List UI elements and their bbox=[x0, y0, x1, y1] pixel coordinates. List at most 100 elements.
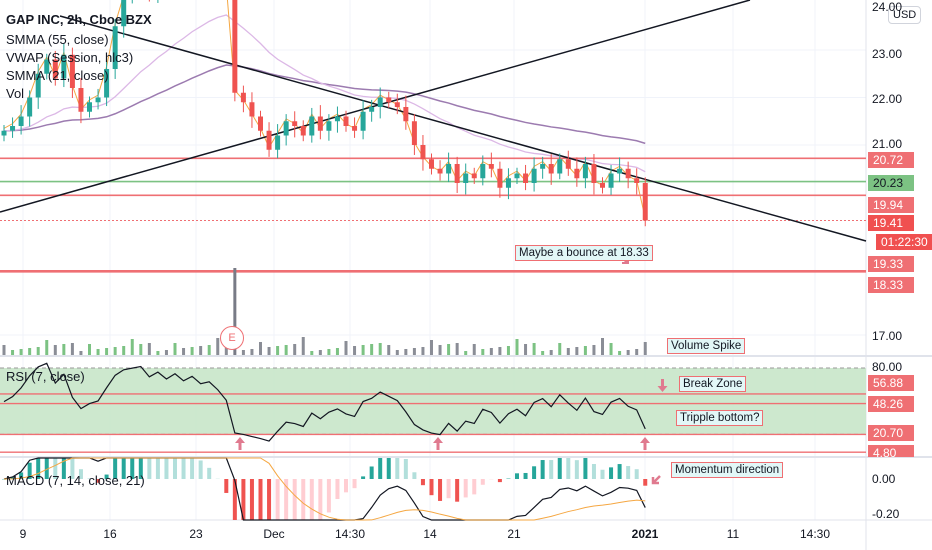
macd-histogram-bar bbox=[147, 458, 152, 479]
macd-histogram-bar bbox=[352, 479, 357, 489]
macd-histogram-bar bbox=[326, 479, 331, 513]
macd-histogram-bar bbox=[446, 479, 451, 499]
macd-histogram-bar bbox=[549, 460, 554, 479]
macd-line bbox=[3, 457, 646, 521]
candle-body bbox=[52, 59, 58, 79]
macd-histogram-bar bbox=[241, 479, 246, 520]
rsi-tag: 56.88 bbox=[868, 375, 914, 391]
volume-bar bbox=[626, 350, 630, 355]
macd-histogram-bar bbox=[232, 479, 237, 520]
legend-rsi[interactable]: RSI (7, close) bbox=[6, 369, 85, 384]
note-break-zone[interactable]: Break Zone bbox=[679, 376, 747, 392]
arrow-down-icon bbox=[657, 379, 668, 392]
symbol-legend[interactable]: GAP INC, 2h, Cboe BZX bbox=[6, 12, 152, 27]
candle-body bbox=[377, 97, 383, 107]
volume-bar bbox=[592, 345, 596, 355]
candle-body bbox=[634, 178, 640, 183]
macd-histogram-bar bbox=[386, 458, 391, 479]
note-bounce[interactable]: Maybe a bounce at 18.33 bbox=[515, 245, 653, 261]
volume-bar bbox=[583, 346, 587, 355]
volume-bar bbox=[643, 342, 647, 355]
price-tag-19-94: 19.94 bbox=[868, 197, 914, 213]
candle-body bbox=[488, 164, 494, 169]
candle-body bbox=[334, 116, 340, 122]
macd-histogram-bar bbox=[113, 458, 118, 479]
macd-histogram-bar bbox=[164, 458, 169, 479]
macd-histogram-bar bbox=[626, 466, 631, 479]
volume-bar bbox=[412, 348, 416, 355]
macd-histogram-bar bbox=[27, 462, 32, 479]
legend-smma55[interactable]: SMMA (55, close) bbox=[6, 32, 109, 47]
volume-bar bbox=[310, 351, 314, 355]
candle-body bbox=[249, 102, 255, 117]
candle-body bbox=[369, 107, 375, 112]
macd-histogram-bar bbox=[138, 458, 143, 479]
volume-bar bbox=[609, 343, 613, 355]
volume-bar bbox=[549, 350, 553, 355]
earnings-badge[interactable]: E bbox=[220, 326, 244, 350]
volume-bar bbox=[207, 345, 211, 355]
countdown-tag: 01:22:30 bbox=[876, 234, 932, 250]
price-tick: 17.00 bbox=[872, 329, 903, 343]
macd-histogram-bar bbox=[412, 472, 417, 479]
currency-button[interactable]: USD bbox=[888, 6, 922, 24]
rsi-tick: 80.00 bbox=[872, 360, 903, 374]
macd-histogram-bar bbox=[301, 479, 306, 520]
candle-body bbox=[480, 164, 486, 179]
macd-histogram-bar bbox=[634, 469, 639, 479]
macd-histogram-bar bbox=[70, 458, 75, 479]
volume-bar bbox=[301, 337, 305, 355]
macd-histogram-bar bbox=[121, 458, 126, 479]
volume-bar bbox=[233, 268, 237, 355]
note-volume-spike[interactable]: Volume Spike bbox=[667, 338, 746, 354]
volume-bar bbox=[79, 351, 83, 355]
candle-body bbox=[574, 168, 580, 179]
macd-histogram-bar bbox=[361, 476, 366, 479]
rsi-tag: 48.26 bbox=[868, 396, 914, 412]
price-tick: 24.00 bbox=[872, 0, 903, 14]
volume-bar bbox=[62, 344, 66, 355]
candle-body bbox=[505, 178, 511, 188]
time-tick: 21 bbox=[507, 527, 521, 541]
macd-histogram-bar bbox=[36, 458, 41, 479]
note-triple-bottom[interactable]: Tripple bottom? bbox=[676, 410, 764, 426]
macd-histogram-bar bbox=[515, 473, 519, 479]
macd-histogram-bar bbox=[497, 479, 502, 483]
volume-bar bbox=[430, 340, 433, 355]
macd-histogram-bar bbox=[455, 479, 460, 502]
candle-body bbox=[95, 97, 101, 103]
candle-body bbox=[240, 92, 246, 103]
rsi-tag: 20.70 bbox=[868, 425, 914, 441]
candle-body bbox=[386, 97, 392, 103]
macd-histogram-bar bbox=[480, 479, 485, 485]
macd-histogram-bar bbox=[61, 458, 66, 479]
vwap-line bbox=[3, 0, 646, 219]
volume-bar bbox=[259, 342, 262, 355]
note-momentum[interactable]: Momentum direction bbox=[671, 462, 784, 478]
legend-smma21[interactable]: SMMA (21, close) bbox=[6, 68, 109, 83]
time-tick: Dec bbox=[263, 527, 285, 541]
macd-histogram-bar bbox=[557, 458, 562, 479]
macd-histogram-bar bbox=[224, 479, 229, 493]
volume-bar bbox=[515, 339, 519, 355]
macd-histogram-bar bbox=[258, 479, 263, 520]
candle-body bbox=[548, 164, 554, 174]
time-tick: 14 bbox=[423, 527, 437, 541]
macd-histogram-bar bbox=[292, 479, 297, 520]
legend-macd[interactable]: MACD (7, 14, close, 21) bbox=[6, 473, 145, 488]
time-tick: 23 bbox=[189, 527, 203, 541]
volume-bar bbox=[498, 347, 502, 355]
candle-body bbox=[300, 126, 306, 136]
volume-bar bbox=[387, 345, 391, 355]
volume-bar bbox=[130, 339, 134, 355]
volume-bar bbox=[19, 349, 23, 355]
volume-bar bbox=[335, 348, 339, 355]
volume-bar bbox=[506, 346, 510, 355]
macd-histogram-bar bbox=[378, 458, 383, 479]
legend-volume[interactable]: Vol bbox=[6, 86, 25, 101]
price-tag-19-33: 19.33 bbox=[868, 256, 914, 272]
legend-vwap[interactable]: VWAP (Session, hlc3) bbox=[6, 50, 134, 65]
volume-bar bbox=[566, 348, 570, 355]
volume-bar bbox=[156, 351, 160, 355]
